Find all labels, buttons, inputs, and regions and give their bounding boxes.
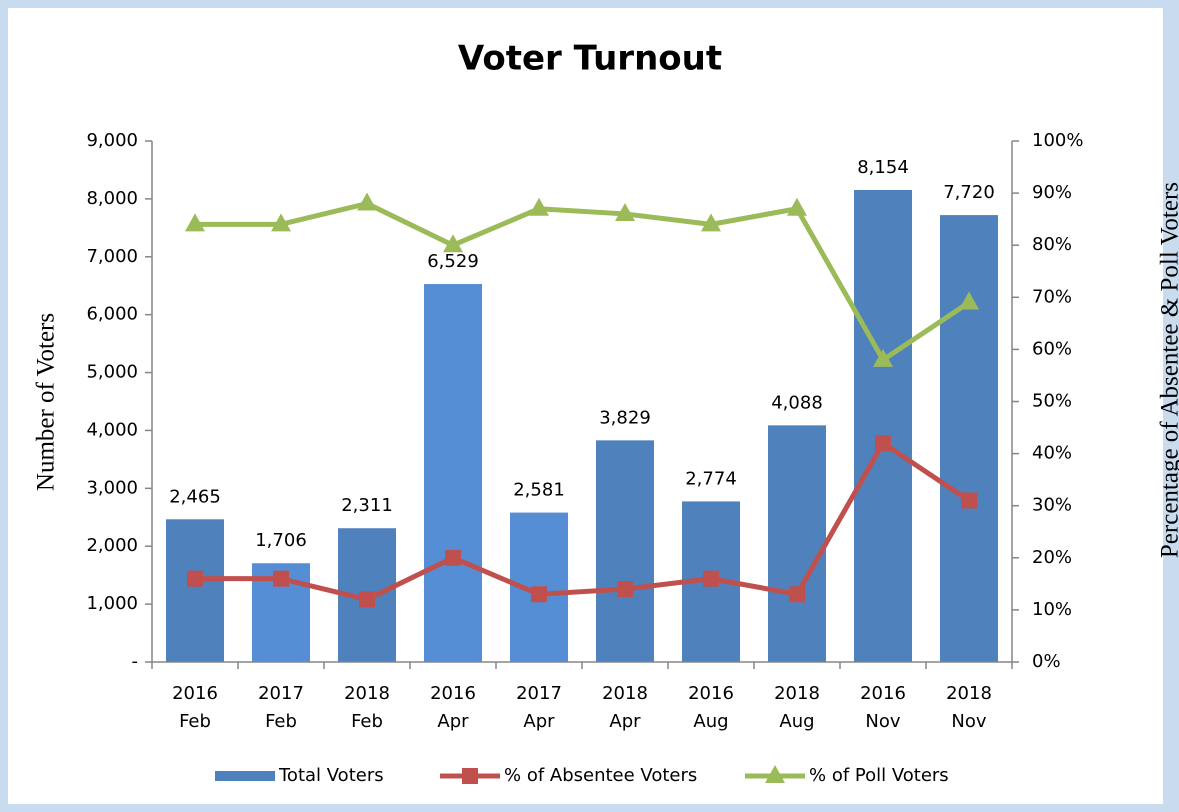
line-marker (187, 570, 203, 587)
x-tick-label: Feb (179, 711, 211, 732)
line-marker (959, 291, 979, 310)
legend-label: Total Voters (278, 765, 384, 786)
bar (166, 519, 224, 662)
line (195, 440, 971, 602)
y2-tick-label: 100% (1032, 130, 1083, 151)
legend-label: % of Poll Voters (809, 765, 949, 786)
line-marker (875, 435, 891, 452)
line-marker (765, 765, 785, 783)
y2-tick-label: 10% (1032, 599, 1072, 620)
x-tick-label: Aug (779, 711, 814, 732)
x-tick-label: 2017 (258, 683, 304, 704)
data-label: 7,720 (943, 182, 995, 203)
line-marker (185, 213, 205, 232)
y-tick-label: 3,000 (86, 477, 138, 498)
x-tick-label: 2016 (688, 683, 734, 704)
bar (768, 425, 826, 662)
y-tick-label: 2,000 (86, 535, 138, 556)
y-tick-label: 9,000 (86, 130, 138, 151)
data-label: 3,829 (599, 407, 651, 428)
y2-tick-label: 40% (1032, 443, 1072, 464)
bar (596, 440, 654, 662)
x-tick-label: Apr (609, 711, 641, 732)
line-marker (529, 197, 549, 216)
y-tick-label: 5,000 (86, 362, 138, 383)
bar (940, 215, 998, 662)
x-tick-label: Aug (693, 711, 728, 732)
line-marker (271, 213, 291, 232)
chart-title: Voter Turnout (458, 39, 722, 79)
x-tick-label: 2016 (430, 683, 476, 704)
line-marker (789, 586, 805, 603)
x-tick-label: 2018 (602, 683, 648, 704)
line-marker (357, 192, 377, 211)
y-tick-label: - (132, 651, 139, 672)
y2-tick-label: 90% (1032, 182, 1072, 203)
legend-swatch (215, 771, 275, 781)
y2-tick-label: 20% (1032, 547, 1072, 568)
y-axis-label: Number of Voters (33, 313, 60, 491)
line-marker (443, 234, 463, 253)
line-marker (701, 213, 721, 232)
y-tick-label: 6,000 (86, 304, 138, 325)
data-label: 8,154 (857, 157, 909, 178)
x-tick-label: Feb (351, 711, 383, 732)
data-label: 2,311 (341, 495, 393, 516)
line-marker (531, 586, 547, 603)
y2-tick-label: 80% (1032, 234, 1072, 255)
x-tick-label: 2018 (344, 683, 390, 704)
line-marker (787, 197, 807, 216)
bar (424, 284, 482, 662)
bar (854, 189, 912, 662)
x-tick-label: 2016 (172, 683, 218, 704)
line-marker (615, 202, 635, 221)
x-tick-label: Nov (951, 711, 986, 732)
y2-tick-label: 30% (1032, 495, 1072, 516)
x-tick-label: Nov (865, 711, 900, 732)
line-marker (359, 591, 375, 608)
line-marker (462, 768, 478, 784)
x-tick-label: 2018 (774, 683, 820, 704)
x-tick-label: 2016 (860, 683, 906, 704)
data-label: 2,581 (513, 480, 565, 501)
data-label: 1,706 (255, 530, 307, 551)
x-tick-label: Apr (523, 711, 555, 732)
line (195, 201, 971, 363)
x-tick-label: 2017 (516, 683, 562, 704)
data-label: 2,465 (169, 486, 221, 507)
y2-tick-label: 70% (1032, 286, 1072, 307)
line-marker (445, 549, 461, 566)
y2-tick-label: 50% (1032, 391, 1072, 412)
y2-tick-label: 0% (1032, 651, 1061, 672)
line-marker (273, 570, 289, 587)
y2-tick-label: 60% (1032, 338, 1072, 359)
x-tick-label: Feb (265, 711, 297, 732)
line-marker (873, 348, 893, 367)
data-label: 4,088 (771, 392, 823, 413)
data-label: 6,529 (427, 251, 479, 272)
y2-axis-label: Percentage of Absentee & Poll Voters (1157, 182, 1179, 558)
line-marker (617, 581, 633, 598)
y-tick-label: 4,000 (86, 419, 138, 440)
line-marker (703, 570, 719, 587)
x-tick-label: 2018 (946, 683, 992, 704)
x-tick-label: Apr (437, 711, 469, 732)
y-tick-label: 8,000 (86, 188, 138, 209)
line-marker (961, 492, 977, 509)
data-label: 2,774 (685, 468, 737, 489)
y-tick-label: 7,000 (86, 246, 138, 267)
y-tick-label: 1,000 (86, 593, 138, 614)
legend-label: % of Absentee Voters (504, 765, 697, 786)
